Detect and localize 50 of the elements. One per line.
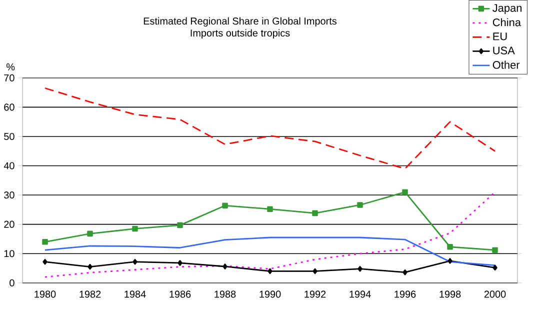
x-tick-label: 1992 [304, 290, 326, 298]
x-tick-label: 1988 [214, 290, 236, 298]
point [132, 258, 138, 265]
point [222, 202, 228, 209]
y-tick-label: 30 [4, 192, 14, 199]
legend-label: EU [493, 32, 507, 40]
x-tick-label: 2000 [484, 290, 506, 298]
x-tick-label: 1998 [440, 290, 461, 298]
point [222, 264, 228, 270]
chart-title: Estimated Regional Share in Global Imports [144, 17, 337, 27]
point [178, 260, 182, 266]
y-tick-label: 70 [4, 74, 14, 82]
point [42, 239, 48, 245]
x-tick-label: 1982 [80, 290, 101, 298]
y-axis-title: % [6, 63, 15, 70]
point [42, 258, 48, 265]
point [357, 202, 363, 208]
point [312, 268, 318, 274]
x-tick-label: 1986 [170, 290, 191, 298]
x-tick-label: 1994 [350, 290, 371, 298]
y-tick-label: 0 [10, 279, 14, 286]
chart-subtitle: Imports outside tropics [190, 29, 290, 39]
point [448, 258, 452, 264]
point [402, 270, 408, 276]
y-tick-label: 40 [4, 162, 14, 170]
point [132, 226, 138, 232]
y-tick-label: 60 [4, 104, 14, 111]
y-tick-label: 50 [4, 132, 14, 140]
legend-label: Other [492, 60, 520, 69]
point [492, 247, 498, 254]
legend-label: USA [493, 46, 515, 54]
legend-label: China [492, 18, 521, 26]
x-tick-label: 1990 [260, 290, 281, 298]
point [177, 222, 183, 228]
point [88, 264, 92, 270]
x-tick-label: 1984 [124, 290, 146, 298]
y-tick-label: 20 [4, 220, 14, 228]
point [312, 210, 318, 216]
point [267, 206, 273, 212]
point [268, 268, 272, 274]
x-tick-label: 1980 [34, 290, 56, 298]
point [358, 266, 362, 272]
point [492, 264, 498, 271]
y-tick-label: 10 [4, 250, 14, 258]
x-tick-label: 1996 [394, 290, 416, 298]
point [402, 189, 408, 196]
line-series [44, 87, 496, 170]
point [87, 230, 93, 237]
point [447, 244, 453, 250]
legend-label: Japan [492, 4, 522, 14]
